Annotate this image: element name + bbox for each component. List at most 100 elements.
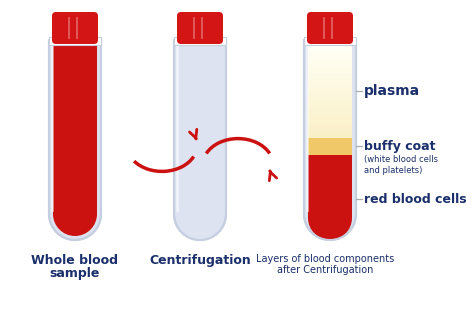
Bar [178, 197, 222, 199]
Bar [178, 91, 222, 93]
Bar [308, 52, 352, 55]
Bar [178, 84, 222, 86]
Bar [178, 77, 222, 79]
Bar [178, 65, 222, 67]
Bar [178, 125, 222, 126]
Bar [308, 131, 352, 134]
Bar [178, 202, 222, 204]
Text: buffy coat: buffy coat [364, 140, 436, 153]
Bar [178, 70, 222, 73]
Bar [174, 37, 226, 45]
Bar [178, 175, 222, 177]
Bar [178, 119, 222, 122]
Bar [178, 121, 222, 123]
Bar [178, 148, 222, 150]
Bar [308, 124, 352, 127]
FancyBboxPatch shape [307, 12, 353, 44]
Bar [178, 199, 222, 201]
Bar [178, 50, 222, 52]
Bar [178, 131, 222, 133]
Bar [308, 92, 352, 94]
Bar [178, 97, 222, 99]
Bar [178, 212, 222, 215]
Bar [178, 143, 222, 145]
Bar [308, 108, 352, 111]
Bar [178, 141, 222, 143]
Bar [308, 98, 352, 101]
Bar [178, 72, 222, 74]
Bar [178, 116, 222, 118]
Bar [178, 140, 222, 142]
Bar [178, 118, 222, 120]
Text: Layers of blood components: Layers of blood components [256, 254, 394, 264]
Bar [178, 192, 222, 194]
Bar [178, 135, 222, 137]
Bar [308, 82, 352, 85]
Bar [178, 129, 222, 132]
Bar [308, 112, 352, 115]
Bar [308, 103, 352, 106]
Bar [308, 126, 352, 129]
Bar [178, 106, 222, 108]
Bar [178, 162, 222, 164]
Bar [178, 85, 222, 88]
Bar [178, 180, 222, 182]
Bar [178, 145, 222, 147]
Text: plasma: plasma [364, 84, 420, 98]
Bar [178, 195, 222, 198]
Bar [178, 182, 222, 184]
Bar [178, 187, 222, 189]
Bar [308, 47, 352, 50]
Bar [178, 82, 222, 84]
Bar [178, 67, 222, 69]
Bar [308, 57, 352, 59]
Bar [178, 200, 222, 203]
Bar [178, 114, 222, 116]
Bar [178, 111, 222, 113]
FancyBboxPatch shape [52, 12, 98, 44]
Bar [308, 115, 352, 118]
Bar [178, 184, 222, 186]
Text: Centrifugation: Centrifugation [149, 254, 251, 267]
Bar [178, 207, 222, 209]
Bar [178, 55, 222, 57]
Bar [308, 122, 352, 125]
Bar [178, 94, 222, 96]
PathPatch shape [308, 209, 352, 240]
Bar [178, 57, 222, 59]
Bar [308, 138, 352, 156]
Bar [308, 101, 352, 104]
Text: (white blood cells
and platelets): (white blood cells and platelets) [364, 156, 438, 175]
Bar [178, 74, 222, 76]
Bar [178, 146, 222, 149]
Bar [178, 123, 222, 125]
Text: red blood cells: red blood cells [364, 193, 466, 206]
Bar [178, 165, 222, 167]
Bar [308, 64, 352, 67]
Bar [178, 136, 222, 139]
Bar [178, 64, 222, 66]
Bar [308, 73, 352, 76]
Bar [308, 105, 352, 108]
Bar [308, 70, 352, 73]
Bar [308, 117, 352, 120]
Bar [178, 152, 222, 154]
Bar [308, 75, 352, 78]
Bar [178, 160, 222, 162]
Bar [308, 129, 352, 131]
Bar [308, 54, 352, 57]
Bar [308, 45, 352, 48]
Bar [178, 87, 222, 89]
Bar [178, 167, 222, 169]
Bar [308, 94, 352, 96]
Bar [178, 179, 222, 181]
Bar [178, 194, 222, 196]
FancyBboxPatch shape [177, 12, 223, 44]
Bar [178, 48, 222, 51]
Bar [308, 136, 352, 139]
Bar [308, 89, 352, 92]
Bar [178, 173, 222, 176]
Bar [304, 37, 356, 45]
Text: sample: sample [50, 267, 100, 280]
Bar [178, 102, 222, 105]
